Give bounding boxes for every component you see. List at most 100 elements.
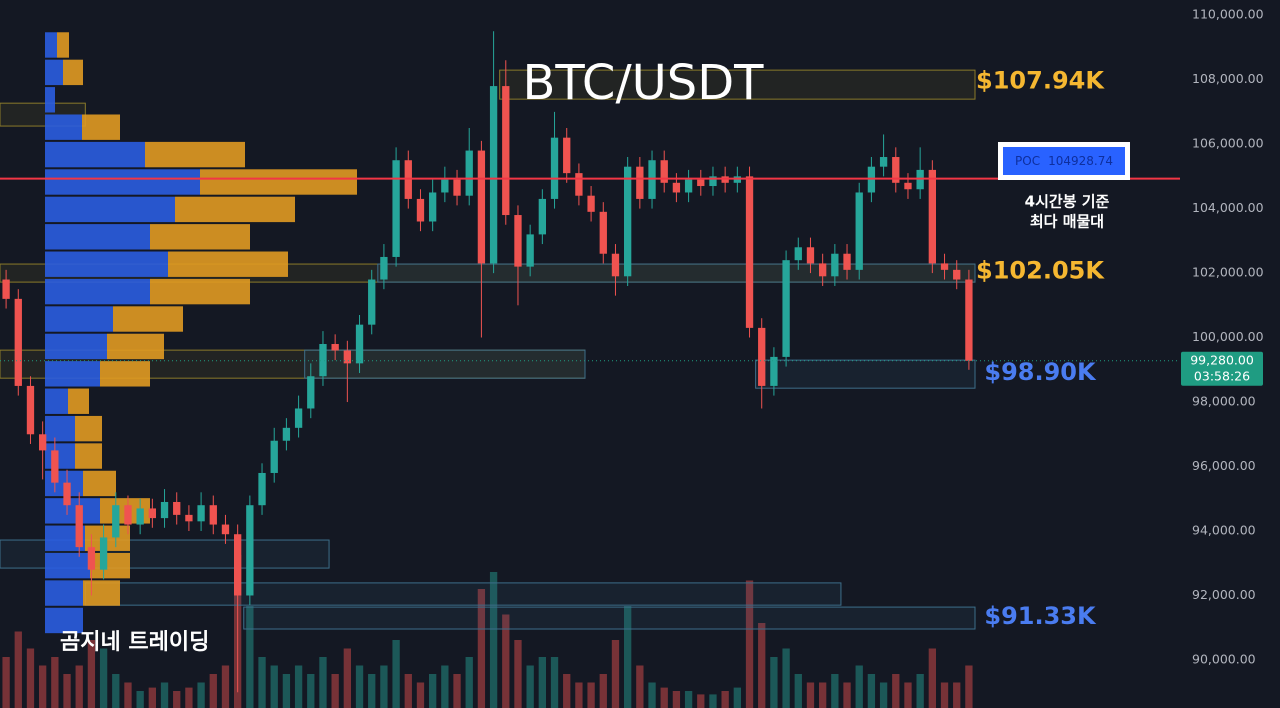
candle-body	[672, 182, 681, 193]
candle-body	[599, 211, 607, 254]
volume-bar	[855, 665, 863, 708]
volume-bar	[819, 682, 827, 708]
volume-bar	[867, 674, 876, 708]
volume-bar	[489, 572, 498, 708]
profile-bar	[45, 224, 150, 250]
candle-body	[246, 505, 254, 596]
profile-bar	[45, 114, 82, 140]
profile-bar	[45, 87, 55, 113]
candle-body	[819, 263, 827, 277]
volume-bar	[953, 682, 961, 708]
profile-bar	[45, 141, 145, 168]
candle-body	[39, 434, 47, 451]
candle-body	[965, 279, 973, 361]
volume-bar	[209, 674, 217, 708]
volume-bar	[624, 606, 632, 708]
volume-bar	[258, 657, 266, 708]
volume-bar	[782, 648, 790, 708]
candle-body	[611, 253, 620, 277]
candle-body	[904, 182, 912, 190]
volume-layer	[2, 555, 973, 708]
y-tick-label: 98,000.00	[1192, 394, 1256, 409]
candle-body	[221, 524, 230, 535]
candle-body	[2, 279, 10, 299]
profile-bar	[45, 415, 75, 442]
candle-body	[709, 176, 717, 187]
profile-bar	[57, 32, 69, 58]
volume-bar	[587, 682, 595, 708]
zone	[377, 263, 976, 283]
candle-body	[587, 195, 595, 212]
volume-bar	[843, 682, 851, 708]
volume-bar	[721, 691, 729, 708]
candle-body	[258, 472, 266, 506]
candle-body	[770, 356, 778, 386]
volume-bar	[514, 640, 522, 708]
volume-bar	[879, 682, 888, 708]
y-tick-label: 90,000.00	[1192, 651, 1256, 666]
candle-body	[380, 256, 388, 280]
candle-body	[550, 137, 559, 199]
volume-bar	[940, 682, 949, 708]
candle-body	[14, 298, 22, 386]
chart-title: BTC/USDT	[522, 55, 764, 111]
volume-bar	[709, 694, 717, 708]
volume-bar	[343, 648, 351, 708]
volume-bar	[465, 657, 473, 708]
candle-body	[112, 505, 120, 538]
volume-bar	[221, 665, 230, 708]
candle-body	[368, 279, 376, 325]
profile-bar	[45, 580, 83, 606]
volume-bar	[75, 665, 83, 708]
candle-body	[270, 440, 278, 473]
candle-body	[343, 350, 351, 364]
poc-label: POC 104928.74	[1015, 154, 1113, 168]
candle-body	[173, 501, 181, 515]
volume-bar	[648, 682, 656, 708]
candle-body	[319, 344, 327, 377]
profile-bar	[107, 333, 164, 360]
volume-bar	[416, 682, 425, 708]
volume-bar	[148, 687, 156, 708]
candle-body	[489, 86, 498, 264]
volume-bar	[173, 691, 181, 708]
volume-bar	[39, 665, 47, 708]
profile-bar	[63, 59, 83, 86]
poc-note: 4시간봉 기준	[1025, 193, 1110, 211]
volume-bar	[441, 665, 449, 708]
volume-bar	[87, 640, 96, 708]
candle-body	[294, 408, 303, 428]
y-tick-label: 104,000.00	[1192, 200, 1264, 215]
y-tick-label: 94,000.00	[1192, 523, 1256, 538]
volume-bar	[672, 691, 681, 708]
volume-bar	[246, 606, 254, 708]
volume-bar	[160, 682, 169, 708]
volume-bar	[331, 674, 339, 708]
profile-bar	[83, 580, 120, 606]
volume-bar	[112, 674, 120, 708]
volume-bar	[429, 674, 437, 708]
candle-body	[940, 263, 949, 270]
profile-bar	[75, 415, 102, 442]
volume-bar	[124, 682, 132, 708]
level-label: $102.05K	[976, 256, 1105, 284]
profile-bar	[45, 278, 150, 305]
profile-bar	[113, 306, 183, 332]
candle-body	[453, 179, 461, 196]
y-tick-label: 108,000.00	[1192, 71, 1264, 86]
candle-body	[636, 166, 644, 199]
y-tick-label: 92,000.00	[1192, 587, 1256, 602]
volume-bar	[599, 674, 607, 708]
profile-bar	[45, 552, 90, 579]
candle-body	[879, 157, 888, 167]
volume-bar	[660, 687, 668, 708]
level-label: $91.33K	[984, 602, 1097, 630]
volume-bar	[538, 657, 546, 708]
y-tick-label: 106,000.00	[1192, 136, 1264, 151]
volume-bar	[197, 682, 205, 708]
profile-bar	[45, 59, 63, 86]
candle-body	[185, 514, 193, 522]
